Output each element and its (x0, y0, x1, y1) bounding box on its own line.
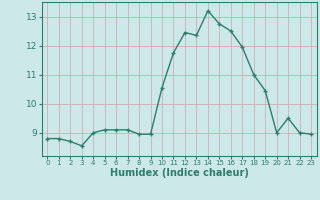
X-axis label: Humidex (Indice chaleur): Humidex (Indice chaleur) (110, 168, 249, 178)
